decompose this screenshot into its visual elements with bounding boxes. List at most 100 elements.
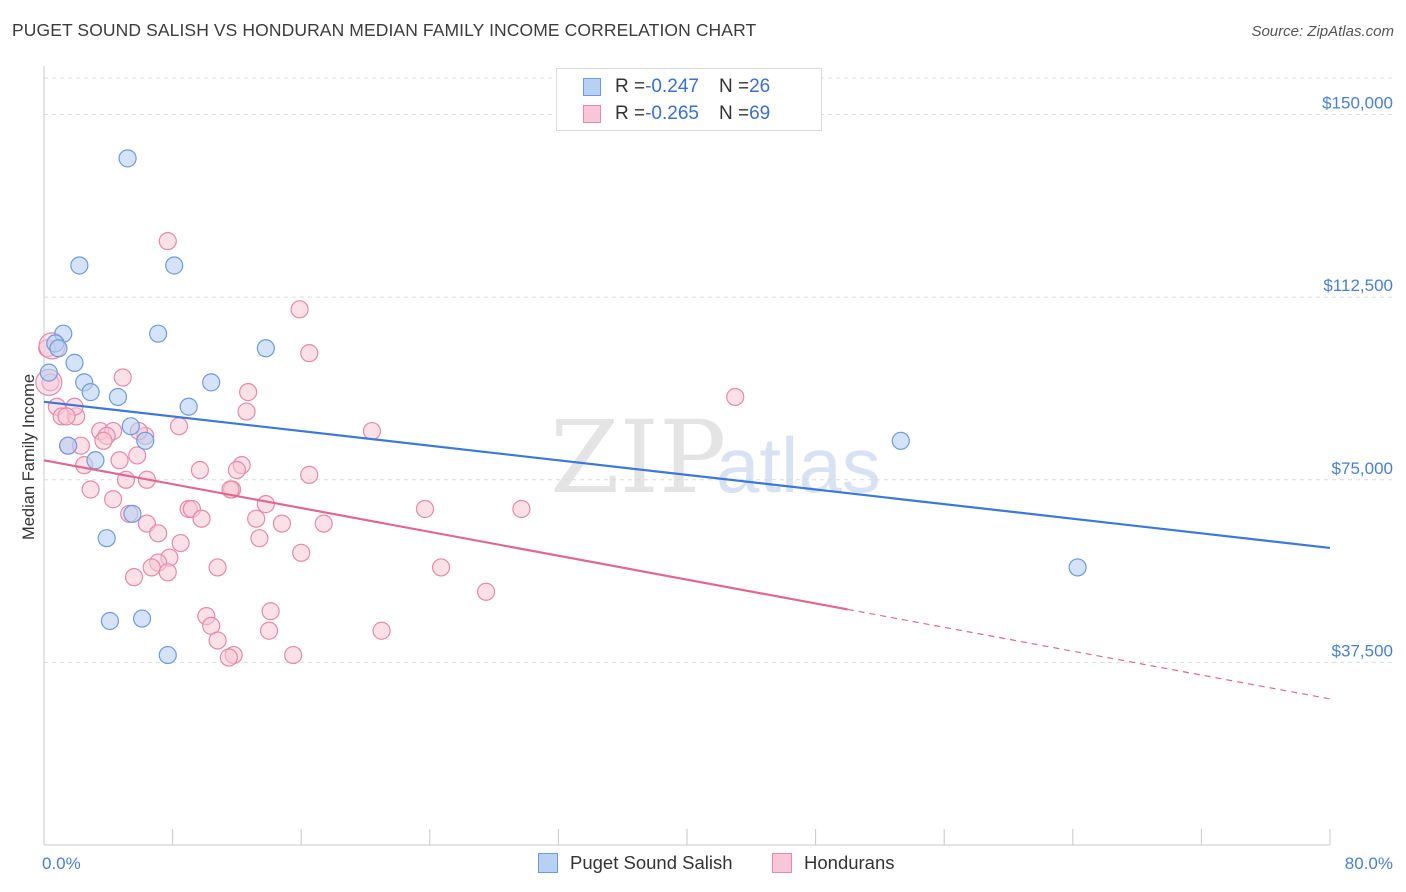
hondurans-point (415, 499, 435, 519)
y-tick-label: $150,000 (1322, 94, 1393, 113)
legend-item-puget[interactable]: Puget Sound Salish (538, 852, 733, 874)
puget-sound-salish-point (49, 339, 68, 358)
hondurans-point (158, 563, 177, 582)
axes (43, 66, 1331, 846)
hondurans-point (476, 582, 496, 601)
trend-lines (43, 400, 1331, 700)
hondurans-point (314, 514, 333, 533)
puget-sound-salish-point (81, 383, 100, 402)
watermark: ZIP atlas (550, 399, 881, 516)
puget-sound-salish-point (59, 436, 78, 455)
hondurans-point (250, 529, 269, 548)
hondurans-point (110, 451, 129, 470)
puget-sound-salish-point (86, 451, 105, 470)
watermark-zip: ZIP (550, 399, 726, 516)
legend-swatch-pink (772, 853, 792, 873)
hondurans-point (190, 460, 210, 480)
chart-title: PUGET SOUND SALISH VS HONDURAN MEDIAN FA… (12, 20, 757, 40)
trend-line-hondurans-extension (847, 608, 1331, 700)
puget-sound-salish-point (121, 417, 140, 436)
puget-sound-salish-point (97, 529, 116, 548)
y-tick-label: $37,500 (1332, 641, 1393, 660)
puget-sound-salish-point (165, 256, 184, 275)
y-tick-label: $75,000 (1332, 459, 1393, 478)
hondurans-point (256, 495, 275, 514)
hondurans-point (158, 232, 177, 251)
puget-sound-salish-point (202, 373, 221, 392)
legend-swatch-blue (583, 78, 601, 96)
legend-n-value: 69 (749, 103, 771, 124)
hondurans-point (512, 499, 531, 519)
puget-sound-salish-point (118, 149, 137, 168)
legend-r-value: -0.247 (645, 76, 699, 97)
hondurans-point (362, 421, 382, 441)
hondurans-point (142, 558, 161, 577)
hondurans-point (113, 368, 132, 387)
source-label: Source: ZipAtlas.com (1251, 23, 1394, 40)
puget-sound-salish-point (179, 397, 198, 416)
puget-sound-salish-point (158, 645, 177, 665)
legend-n-value: 26 (749, 76, 771, 97)
hondurans-point (259, 621, 279, 640)
legend-row-hondurans: R = -0.265 N = 69 (583, 103, 770, 125)
legend-label-puget: Puget Sound Salish (570, 852, 733, 873)
hondurans-point (227, 460, 246, 480)
correlation-legend: R = -0.247 N = 26 R = -0.265 N = 69 (556, 68, 822, 131)
legend-r-label: R = (615, 103, 646, 124)
puget-sound-salish-point (39, 363, 58, 382)
hondurans-point (726, 387, 745, 407)
series-legend: Puget Sound Salish Hondurans (0, 852, 1406, 876)
hondurans-point (128, 446, 147, 465)
y-tick-label: $112,500 (1323, 276, 1393, 295)
hondurans-point (261, 602, 280, 621)
x-tick-label: 0.0% (42, 854, 81, 873)
puget-sound-salish-point (70, 256, 89, 275)
puget-sound-salish-point (100, 611, 120, 631)
hondurans-point (94, 431, 113, 450)
hondurans-point (192, 509, 211, 528)
y-axis-label: Median Family Income (20, 374, 38, 540)
hondurans-point (290, 300, 309, 319)
hondurans-point (124, 568, 144, 587)
hondurans-point (300, 344, 319, 363)
puget-sound-salish-point (123, 504, 142, 523)
legend-r-label: R = (615, 76, 646, 97)
puget-sound-salish-point (891, 431, 910, 450)
legend-label-hondurans: Hondurans (804, 852, 895, 873)
trend-line-puget (43, 400, 1331, 550)
hondurans-point (247, 509, 266, 528)
hondurans-point (208, 631, 227, 650)
puget-sound-salish-point (149, 324, 168, 343)
gridlines (44, 77, 1394, 663)
legend-row-puget: R = -0.247 N = 26 (583, 76, 770, 98)
tick-labels: $37,500 $75,000 $112,500 $150,000 0.0% 80.0% (42, 94, 1393, 873)
hondurans-point (284, 645, 303, 665)
series-puget-sound-salish-points (39, 149, 1087, 665)
legend-item-hondurans[interactable]: Hondurans (772, 852, 895, 874)
puget-sound-salish-point (1068, 558, 1087, 577)
hondurans-point (431, 558, 451, 577)
puget-sound-salish-point (108, 387, 128, 407)
x-tick-label: 80.0% (1345, 854, 1393, 873)
legend-r-value: -0.265 (645, 103, 699, 124)
trend-line-hondurans (43, 459, 848, 611)
watermark-atlas: atlas (716, 421, 881, 509)
legend-swatch-pink (583, 105, 601, 123)
hondurans-point (208, 558, 227, 577)
hondurans-point (169, 417, 189, 436)
puget-sound-salish-point (256, 339, 275, 358)
puget-sound-salish-point (65, 353, 84, 372)
hondurans-point (272, 514, 292, 533)
hondurans-point (300, 465, 319, 484)
legend-n-label: N = (718, 76, 750, 97)
puget-sound-salish-point (132, 609, 152, 628)
hondurans-point (149, 524, 168, 543)
legend-n-label: N = (718, 103, 750, 124)
hondurans-point (372, 621, 391, 640)
hondurans-point (237, 402, 256, 421)
hondurans-point (57, 407, 76, 426)
hondurans-point (239, 383, 258, 402)
hondurans-point (104, 490, 123, 509)
puget-sound-salish-point (136, 431, 155, 450)
